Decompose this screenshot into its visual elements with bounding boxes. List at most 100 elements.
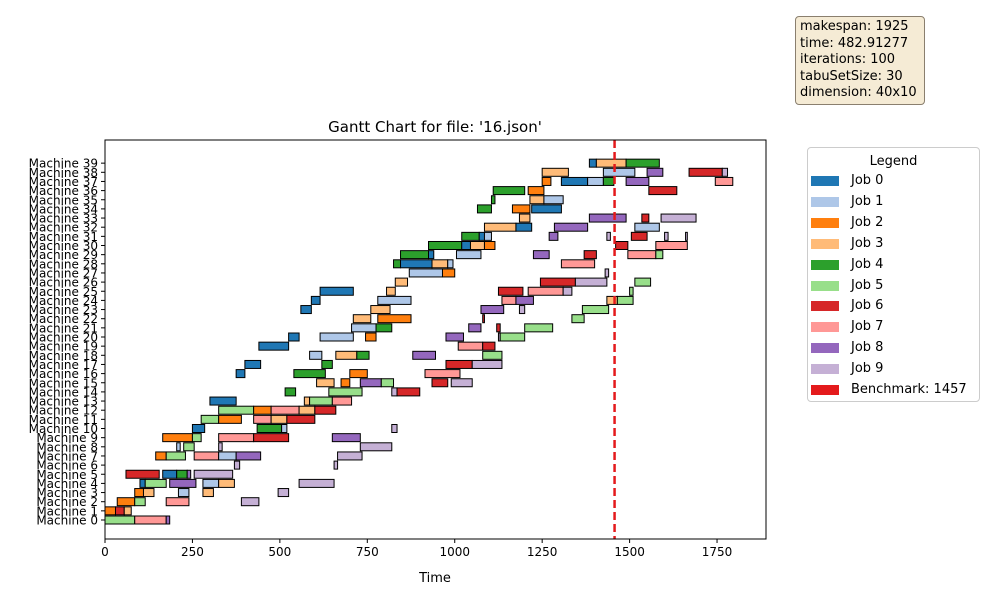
legend-swatch (811, 196, 839, 207)
task-bar (524, 323, 554, 333)
time-text: time: 482.91277 (800, 35, 909, 51)
y-tick-label: Machine 32 (29, 221, 98, 235)
task-bar (518, 305, 526, 315)
y-tick-label: Machine 28 (29, 257, 98, 271)
x-axis-label: Time (418, 571, 451, 586)
legend-label: Job 6 (851, 298, 884, 314)
plot-frame (104, 139, 767, 540)
task-bar (176, 442, 181, 452)
task-bar (310, 295, 321, 305)
task-bar (191, 433, 202, 443)
task-bar (541, 176, 552, 186)
task-bar (391, 424, 398, 433)
x-tick-label: 250 (181, 545, 204, 559)
y-tick-label: Machine 11 (29, 413, 98, 427)
y-tick-label: Machine 13 (29, 395, 98, 409)
task-bar (511, 204, 531, 214)
task-bar (202, 478, 220, 488)
task-bar (240, 497, 260, 507)
task-bar (515, 295, 534, 305)
task-bar (541, 167, 569, 177)
y-tick-label: Machine 15 (29, 376, 98, 390)
task-bar (664, 231, 669, 241)
task-bar (482, 350, 503, 360)
task-bar (625, 176, 650, 186)
legend-label: Job 2 (851, 214, 884, 230)
task-bar (482, 314, 485, 324)
y-tick-label: Machine 12 (29, 404, 98, 418)
y-tick-label: Machine 38 (29, 166, 98, 180)
task-bar (333, 460, 339, 470)
task-bar (258, 341, 290, 351)
task-bar (480, 305, 505, 315)
task-bar (193, 451, 220, 461)
task-bar (497, 286, 524, 296)
task-bar (165, 451, 186, 461)
task-bar (400, 250, 430, 260)
task-bar (309, 350, 323, 360)
task-bar (351, 323, 377, 333)
task-bar (235, 451, 262, 461)
legend-label: Job 7 (851, 319, 884, 335)
task-bar (169, 478, 197, 488)
legend-swatch (811, 301, 839, 312)
iterations-text: iterations: 100 (800, 52, 896, 67)
task-bar (335, 350, 358, 360)
task-bar (445, 359, 473, 369)
y-tick-label: Machine 8 (36, 440, 98, 454)
task-bar (200, 414, 220, 424)
task-bar (314, 405, 337, 415)
legend-label: Job 8 (851, 340, 884, 356)
task-bars (104, 158, 734, 525)
x-tick-label: 500 (268, 545, 291, 559)
task-bar (139, 478, 146, 488)
task-bar (394, 277, 409, 287)
task-bar (293, 369, 326, 379)
task-bar (165, 497, 190, 507)
task-bar (309, 396, 333, 406)
task-bar (595, 158, 627, 168)
y-tick-label: Machine 7 (36, 449, 98, 463)
legend-swatch (811, 280, 839, 291)
task-bar (253, 414, 272, 424)
task-bar (104, 515, 136, 525)
task-bar (441, 268, 456, 278)
task-bar (560, 176, 589, 186)
task-bar (162, 433, 193, 443)
task-bar (483, 222, 517, 232)
task-bar (393, 259, 402, 269)
task-bar (286, 414, 316, 424)
task-bar (218, 451, 237, 461)
task-bar (193, 469, 234, 479)
task-bar (316, 378, 335, 388)
task-bar (144, 478, 167, 488)
task-bar (515, 222, 533, 232)
task-bar (142, 488, 155, 498)
task-bar (431, 259, 449, 269)
task-bar (104, 506, 116, 516)
task-bar (604, 268, 610, 278)
task-bar (352, 314, 372, 324)
task-bar (483, 241, 496, 250)
task-bar (233, 460, 241, 470)
legend-swatch (811, 322, 839, 333)
task-bar (356, 350, 370, 360)
task-bar (359, 442, 393, 452)
task-bar (496, 323, 501, 333)
task-bar (527, 286, 564, 296)
task-bar (386, 286, 396, 296)
task-bar (583, 250, 597, 260)
task-bar (548, 231, 559, 241)
task-bar (288, 332, 300, 342)
y-tick-label: Machine 39 (29, 157, 98, 171)
task-bar (116, 497, 136, 507)
y-tick-label: Machine 29 (29, 248, 98, 262)
task-bar (340, 378, 351, 388)
legend-label: Job 9 (851, 361, 884, 377)
task-bar (646, 167, 664, 177)
task-bar (134, 497, 146, 507)
task-bar (461, 231, 480, 241)
y-tick-label: Machine 34 (29, 202, 98, 216)
task-bar (365, 332, 377, 342)
